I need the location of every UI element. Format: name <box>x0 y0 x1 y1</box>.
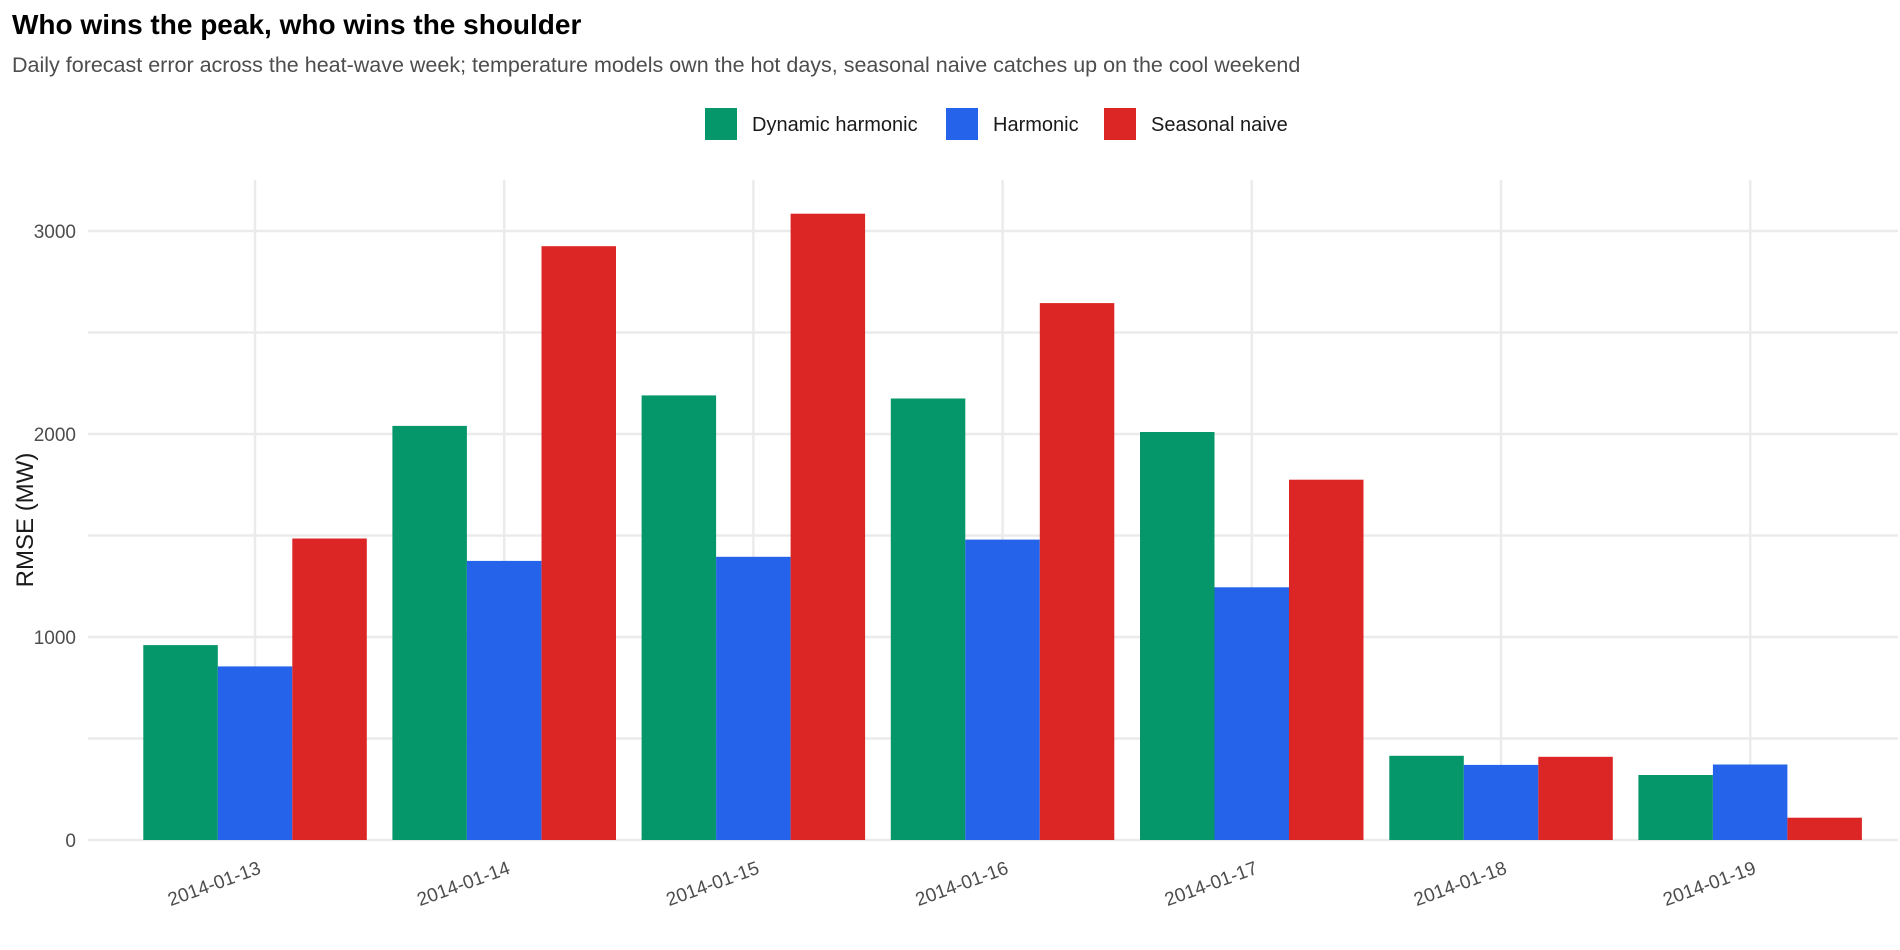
bar <box>716 556 791 840</box>
x-tick-label: 2014-01-19 <box>1660 858 1759 911</box>
bar <box>143 645 218 840</box>
bar <box>392 425 467 840</box>
legend-item: Dynamic harmonic <box>705 108 918 140</box>
y-tick-label: 2000 <box>34 425 76 446</box>
bar <box>890 398 966 840</box>
x-tick-label: 2014-01-18 <box>1411 858 1510 911</box>
legend-swatch <box>946 108 978 140</box>
legend-item: Seasonal naive <box>1104 108 1288 140</box>
bar <box>1039 303 1115 841</box>
legend-label: Seasonal naive <box>1151 114 1288 136</box>
y-tick-label: 0 <box>65 831 76 852</box>
bar <box>1538 756 1613 840</box>
x-tick-label: 2014-01-13 <box>165 858 264 911</box>
bar <box>1289 479 1364 840</box>
bar <box>1638 775 1713 840</box>
x-tick-label: 2014-01-14 <box>414 858 513 911</box>
x-axis-ticks: 2014-01-13 2014-01-14 2014-01-15 2014-01-16… <box>165 858 1759 911</box>
bar <box>1214 587 1289 840</box>
legend-label: Harmonic <box>993 114 1079 136</box>
y-tick-label: 1000 <box>34 628 76 649</box>
bar <box>641 395 717 840</box>
bar <box>1389 755 1464 840</box>
chart-title: Who wins the peak, who wins the shoulder <box>12 9 581 40</box>
bar <box>217 666 293 840</box>
bar <box>541 246 616 840</box>
y-axis-title: RMSE (MW) <box>12 453 39 588</box>
bar <box>1787 817 1862 840</box>
bar <box>1463 764 1539 840</box>
bar <box>1712 764 1788 840</box>
bar <box>1140 432 1215 840</box>
legend-swatch <box>705 108 737 140</box>
bars <box>143 213 1862 841</box>
x-tick-label: 2014-01-17 <box>1162 858 1261 911</box>
y-tick-label: 3000 <box>34 222 76 243</box>
y-axis-ticks: 0 1000 2000 3000 <box>34 222 76 852</box>
bar <box>466 560 542 840</box>
x-tick-label: 2014-01-15 <box>664 858 763 911</box>
legend: Dynamic harmonic Harmonic Seasonal naive <box>705 108 1288 140</box>
legend-swatch <box>1104 108 1136 140</box>
bar <box>965 539 1040 840</box>
bar <box>292 538 367 840</box>
x-tick-label: 2014-01-16 <box>913 858 1012 911</box>
bar <box>790 213 866 840</box>
chart-subtitle: Daily forecast error across the heat-wav… <box>12 53 1300 77</box>
legend-item: Harmonic <box>946 108 1079 140</box>
legend-label: Dynamic harmonic <box>752 114 918 136</box>
